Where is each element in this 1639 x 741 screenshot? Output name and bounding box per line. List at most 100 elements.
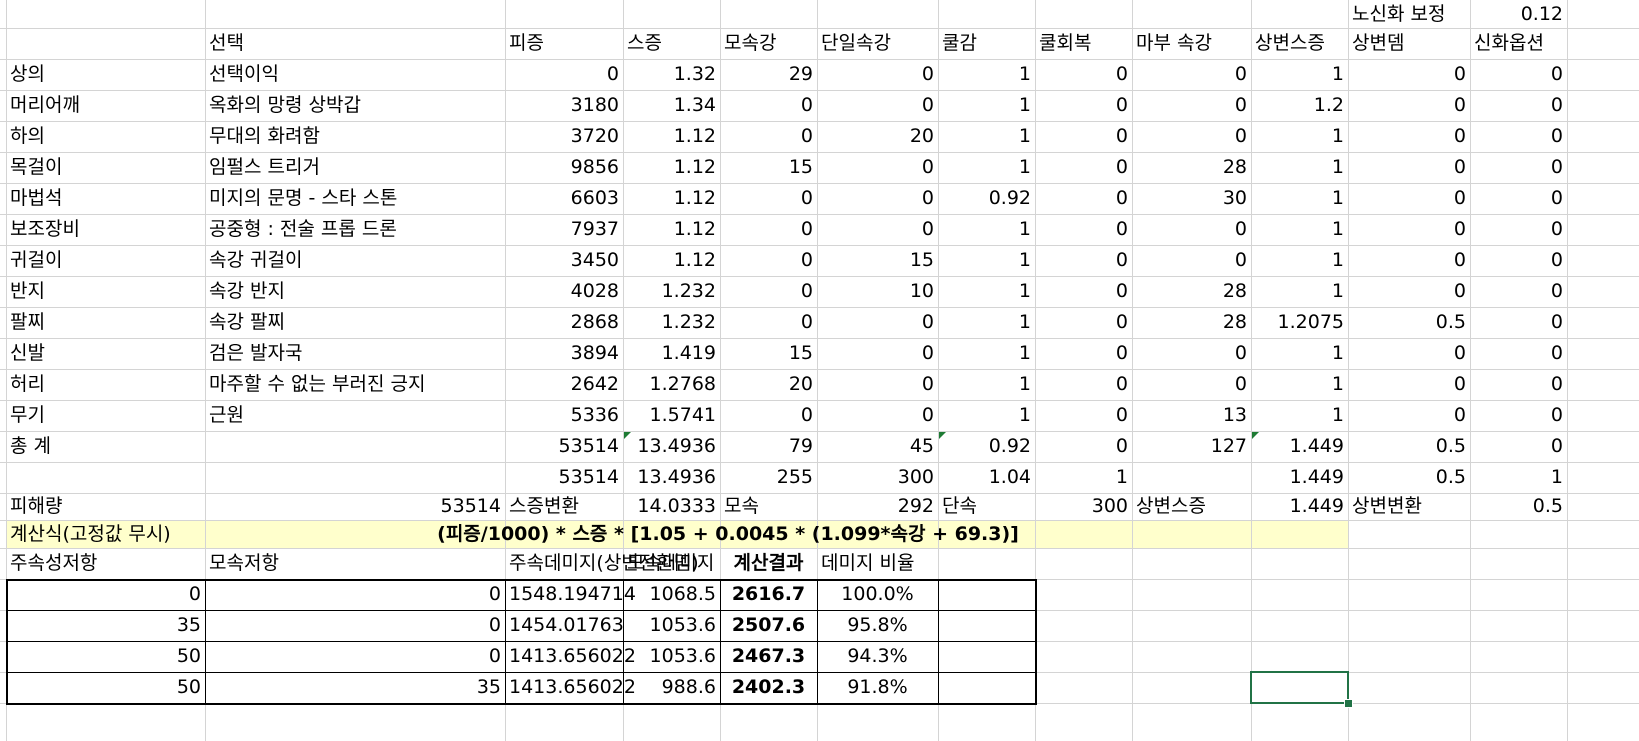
data-cell[interactable]: 3894 xyxy=(570,342,619,364)
result-header[interactable]: 주속성저항 xyxy=(10,552,98,574)
data-cell[interactable]: 0 xyxy=(800,311,813,333)
item-name[interactable]: 공중형 : 전술 프롭 드론 xyxy=(209,218,397,240)
result-cell[interactable]: 1548.194714 xyxy=(509,583,636,605)
data-cell[interactable]: 1 xyxy=(1018,218,1031,240)
data-cell[interactable]: 0 xyxy=(1453,94,1466,116)
column-header[interactable]: 쿨회복 xyxy=(1039,32,1092,54)
result-cell[interactable]: 2467.3 xyxy=(731,645,806,667)
data-cell[interactable]: 0 xyxy=(1453,280,1466,302)
data-cell[interactable]: 0 xyxy=(1115,94,1128,116)
result-cell[interactable]: 988.6 xyxy=(661,676,716,698)
data-cell[interactable]: 0 xyxy=(921,342,934,364)
item-name[interactable]: 옥화의 망령 상박갑 xyxy=(209,94,361,116)
data-cell[interactable]: 79 xyxy=(788,435,813,457)
data-cell[interactable]: 1.12 xyxy=(673,218,716,240)
data-cell[interactable]: 0 xyxy=(1115,435,1128,457)
data-cell[interactable]: 0 xyxy=(800,218,813,240)
result-cell[interactable]: 95.8% xyxy=(847,614,908,636)
data-cell[interactable]: 0 xyxy=(1234,125,1247,147)
data-cell[interactable]: 1 xyxy=(1331,125,1344,147)
data-cell[interactable]: 1.449 xyxy=(1289,435,1344,457)
correction-value[interactable]: 0.12 xyxy=(1520,3,1563,25)
result-cell[interactable]: 100.0% xyxy=(841,583,914,605)
data-cell[interactable]: 0 xyxy=(1550,404,1563,426)
data-cell[interactable]: 0.5 xyxy=(1435,311,1466,333)
data-cell[interactable]: 1 xyxy=(1550,466,1563,488)
data-cell[interactable]: 2868 xyxy=(570,311,619,333)
summary-cell[interactable]: 피해량 xyxy=(10,495,63,517)
data-cell[interactable]: 0 xyxy=(921,63,934,85)
result-cell[interactable]: 0 xyxy=(488,583,501,605)
summary-cell[interactable]: 단속 xyxy=(942,495,977,517)
data-cell[interactable]: 0 xyxy=(1550,435,1563,457)
row-label[interactable]: 허리 xyxy=(10,373,45,395)
data-cell[interactable]: 15 xyxy=(909,249,934,271)
data-cell[interactable]: 1 xyxy=(1331,342,1344,364)
data-cell[interactable]: 1.449 xyxy=(1289,466,1344,488)
data-cell[interactable]: 10 xyxy=(909,280,934,302)
result-cell[interactable]: 91.8% xyxy=(847,676,908,698)
summary-cell[interactable]: 1.449 xyxy=(1289,495,1344,517)
result-cell[interactable]: 35 xyxy=(176,614,201,636)
data-cell[interactable]: 0.92 xyxy=(988,435,1031,457)
data-cell[interactable]: 0 xyxy=(1115,63,1128,85)
data-cell[interactable]: 0 xyxy=(1115,342,1128,364)
data-cell[interactable]: 0 xyxy=(1115,249,1128,271)
data-cell[interactable]: 1.34 xyxy=(673,94,716,116)
data-cell[interactable]: 0 xyxy=(1550,280,1563,302)
data-cell[interactable]: 0 xyxy=(921,94,934,116)
result-cell[interactable]: 50 xyxy=(176,645,201,667)
data-cell[interactable]: 0.5 xyxy=(1435,435,1466,457)
fill-handle[interactable] xyxy=(1344,699,1353,708)
data-cell[interactable]: 0 xyxy=(1453,342,1466,364)
data-cell[interactable]: 1 xyxy=(1018,373,1031,395)
data-cell[interactable]: 1 xyxy=(1331,280,1344,302)
result-cell[interactable]: 50 xyxy=(176,676,201,698)
item-name[interactable]: 미지의 문명 - 스타 스톤 xyxy=(209,187,398,209)
data-cell[interactable]: 0 xyxy=(1550,218,1563,240)
row-label[interactable]: 머리어깨 xyxy=(10,94,80,116)
data-cell[interactable]: 20 xyxy=(788,373,813,395)
data-cell[interactable]: 1 xyxy=(1018,125,1031,147)
column-header[interactable]: 피증 xyxy=(509,32,544,54)
data-cell[interactable]: 1 xyxy=(1331,373,1344,395)
data-cell[interactable]: 1.2768 xyxy=(649,373,716,395)
item-name[interactable]: 속강 귀걸이 xyxy=(209,249,303,271)
data-cell[interactable]: 3720 xyxy=(570,125,619,147)
row-label[interactable]: 상의 xyxy=(10,63,45,85)
data-cell[interactable]: 0 xyxy=(921,311,934,333)
data-cell[interactable]: 0 xyxy=(1453,404,1466,426)
data-cell[interactable]: 0 xyxy=(1453,156,1466,178)
formula-label[interactable]: 계산식(고정값 무시) xyxy=(10,523,171,545)
data-cell[interactable]: 0 xyxy=(1453,187,1466,209)
data-cell[interactable]: 45 xyxy=(909,435,934,457)
row-label[interactable]: 반지 xyxy=(10,280,45,302)
summary-cell[interactable]: 0.5 xyxy=(1532,495,1563,517)
data-cell[interactable]: 1 xyxy=(1331,404,1344,426)
data-cell[interactable]: 0 xyxy=(1115,311,1128,333)
data-cell[interactable]: 1 xyxy=(1331,218,1344,240)
data-cell[interactable]: 0 xyxy=(1234,94,1247,116)
data-cell[interactable]: 1 xyxy=(1331,187,1344,209)
data-cell[interactable]: 2642 xyxy=(570,373,619,395)
data-cell[interactable]: 13.4936 xyxy=(637,466,716,488)
data-cell[interactable]: 0 xyxy=(1453,125,1466,147)
data-cell[interactable]: 1 xyxy=(1331,156,1344,178)
data-cell[interactable]: 0 xyxy=(1115,373,1128,395)
data-cell[interactable]: 13 xyxy=(1222,404,1247,426)
result-cell[interactable]: 1053.6 xyxy=(649,645,716,667)
data-cell[interactable]: 20 xyxy=(909,125,934,147)
result-cell[interactable]: 0 xyxy=(488,614,501,636)
summary-cell[interactable]: 모속 xyxy=(724,495,759,517)
summary-cell[interactable]: 53514 xyxy=(440,495,501,517)
result-cell[interactable]: 1068.5 xyxy=(649,583,716,605)
data-cell[interactable]: 0 xyxy=(1453,249,1466,271)
data-cell[interactable]: 1 xyxy=(1018,63,1031,85)
data-cell[interactable]: 0 xyxy=(1550,125,1563,147)
data-cell[interactable]: 0 xyxy=(1115,156,1128,178)
data-cell[interactable]: 15 xyxy=(788,156,813,178)
result-header[interactable]: 계산결과 xyxy=(733,552,804,574)
data-cell[interactable]: 0 xyxy=(1550,249,1563,271)
data-cell[interactable]: 0 xyxy=(1550,342,1563,364)
result-cell[interactable]: 1413.656022 xyxy=(509,645,636,667)
